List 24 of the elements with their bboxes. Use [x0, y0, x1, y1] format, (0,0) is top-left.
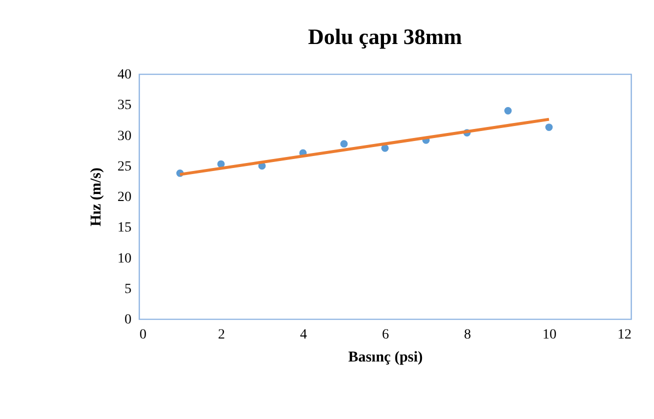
x-tick-label: 0: [140, 328, 146, 342]
chart-title: Dolu çapı 38mm: [308, 24, 462, 49]
x-tick-label: 4: [300, 328, 307, 342]
y-tick-label: 0: [124, 312, 132, 328]
x-tick-label: 8: [464, 328, 471, 342]
y-tick-label: 15: [118, 220, 132, 236]
x-tick-label: 2: [218, 328, 225, 342]
point: [340, 140, 348, 148]
y-tick-label: 10: [118, 251, 132, 266]
x-tick-label: 6: [382, 328, 389, 342]
y-tick-label: 5: [124, 282, 132, 297]
y-tick-label: 25: [118, 159, 132, 174]
point: [217, 160, 225, 168]
x-tick-label: 10: [542, 328, 556, 342]
point: [545, 124, 553, 131]
y-tick-label: 35: [118, 98, 132, 114]
y-tick-label: 20: [118, 190, 132, 205]
x-tick-label: 12: [618, 328, 632, 342]
point: [381, 144, 389, 152]
y-tick-label: 30: [118, 128, 132, 144]
point: [504, 107, 512, 114]
y-axis-title: Hız (m/s): [88, 168, 104, 226]
y-tick-label: 40: [118, 68, 132, 82]
x-axis-title: Basınç (psi): [348, 350, 423, 366]
